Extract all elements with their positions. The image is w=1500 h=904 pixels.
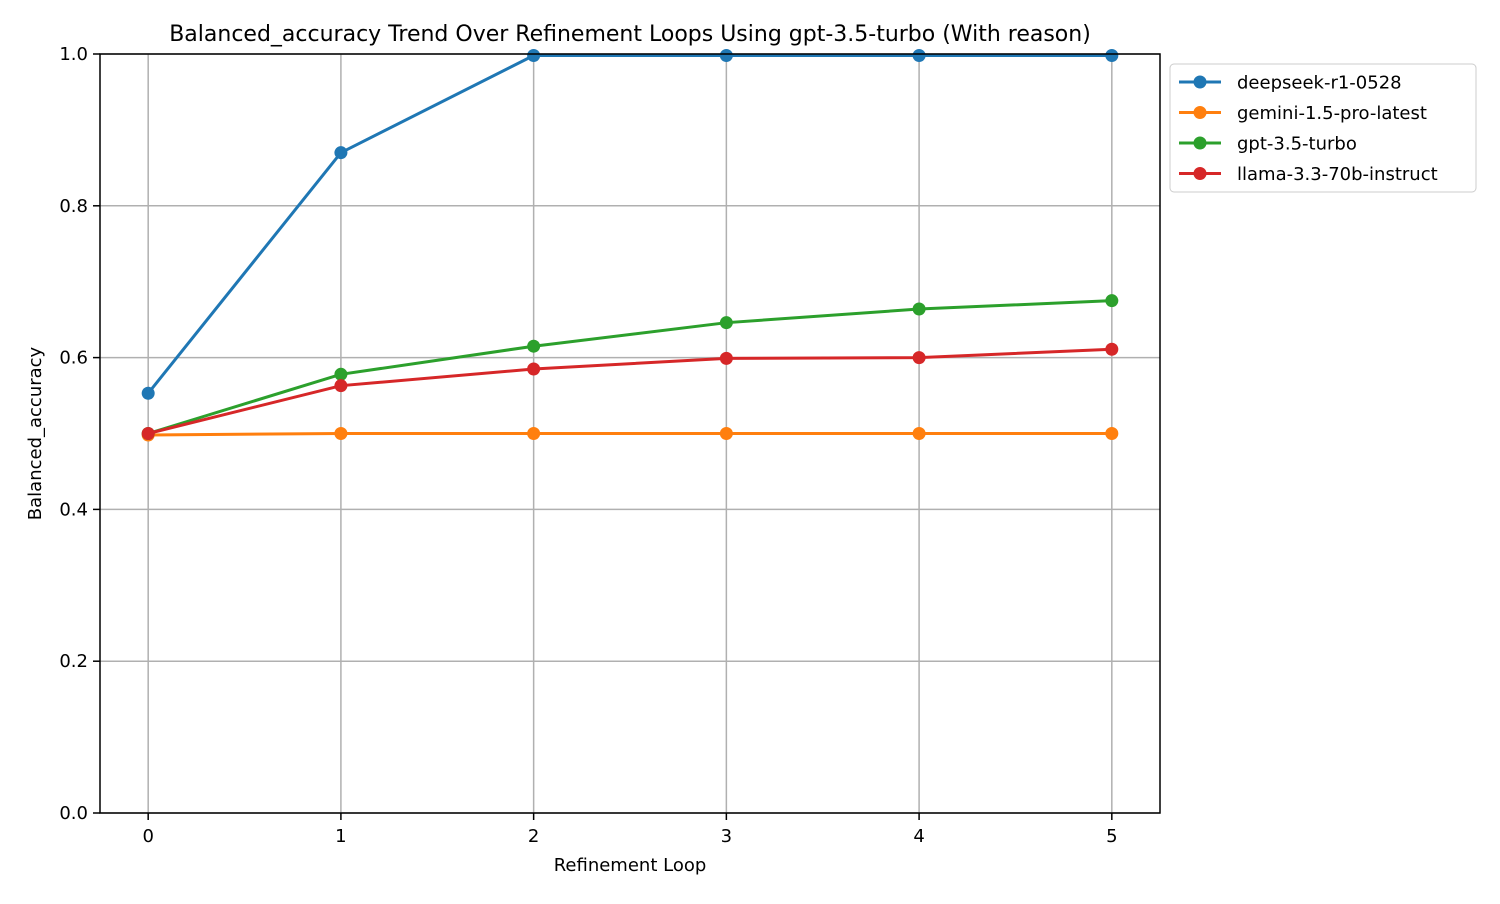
y-axis-title: Balanced_accuracy [25, 346, 46, 520]
data-point [912, 302, 926, 316]
y-tick-label: 0.4 [59, 499, 88, 520]
x-tick-label: 4 [913, 826, 924, 847]
data-point [912, 49, 926, 63]
legend-item: gemini-1.5-pro-latest [1179, 103, 1427, 124]
y-tick-label: 0.6 [59, 348, 88, 369]
series-layer [141, 49, 1119, 442]
data-point [719, 316, 733, 330]
data-point [912, 427, 926, 440]
chart-title: Balanced_accuracy Trend Over Refinement … [169, 22, 1091, 47]
data-point [141, 386, 155, 400]
data-point [527, 49, 541, 63]
x-tick-label: 0 [142, 826, 153, 847]
y-axis-ticks: 0.0 0.2 0.4 0.6 0.8 1.0 [59, 44, 100, 824]
series-llama-3.3-70b-instruct [141, 342, 1119, 440]
legend-label: gemini-1.5-pro-latest [1237, 103, 1427, 124]
series-line [147, 299, 1112, 435]
data-point [719, 49, 733, 63]
x-tick-label: 5 [1106, 826, 1117, 847]
y-tick-label: 0.0 [59, 803, 88, 824]
data-point [1105, 427, 1119, 440]
series-gpt-3.5-turbo [141, 294, 1119, 440]
series-line [147, 54, 1112, 395]
legend-swatch-marker [1193, 75, 1207, 89]
data-point [1105, 342, 1119, 356]
y-tick-label: 0.2 [59, 651, 88, 672]
data-point [527, 362, 541, 376]
y-tick-label: 0.8 [59, 196, 88, 217]
series-gemini-1.5-pro-latest [141, 427, 1119, 442]
data-point [527, 427, 541, 440]
data-point [141, 427, 155, 440]
axes [99, 53, 1161, 814]
series-deepseek-r1-0528 [141, 49, 1119, 400]
legend-swatch-marker [1193, 136, 1207, 150]
data-point [334, 146, 348, 160]
legend-label: llama-3.3-70b-instruct [1237, 164, 1438, 185]
legend: deepseek-r1-0528 gemini-1.5-pro-latest gpt… [1169, 63, 1477, 193]
data-point [1105, 49, 1119, 63]
legend-item: llama-3.3-70b-instruct [1179, 164, 1438, 185]
data-point [334, 427, 348, 440]
y-tick-label: 1.0 [59, 44, 88, 65]
x-axis-ticks: 0 1 2 3 4 5 [142, 813, 1118, 847]
legend-frame [1169, 63, 1477, 193]
data-point [912, 351, 926, 365]
data-point [527, 339, 541, 353]
legend-swatch-marker [1193, 167, 1207, 180]
x-tick-label: 2 [528, 826, 539, 847]
x-axis-title: Refinement Loop [554, 855, 707, 876]
x-tick-label: 3 [721, 826, 732, 847]
data-point [1105, 294, 1119, 308]
data-point [334, 367, 348, 381]
legend-label: gpt-3.5-turbo [1237, 134, 1357, 155]
plot-frame [99, 53, 1161, 814]
legend-item: deepseek-r1-0528 [1179, 73, 1402, 94]
legend-label: deepseek-r1-0528 [1237, 73, 1402, 94]
data-point [719, 351, 733, 365]
legend-item: gpt-3.5-turbo [1179, 134, 1357, 155]
series-line [148, 432, 1112, 437]
series-line [147, 347, 1112, 435]
legend-swatch-marker [1193, 106, 1207, 119]
data-point [719, 427, 733, 440]
x-tick-label: 1 [335, 826, 346, 847]
data-point [334, 379, 348, 393]
